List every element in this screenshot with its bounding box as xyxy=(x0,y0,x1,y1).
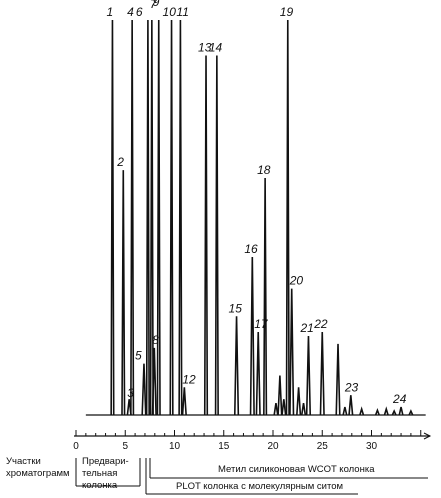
minor-peak-3 xyxy=(281,399,287,416)
wcot-label: Метил силиконовая WCOT колонка xyxy=(218,464,375,475)
minor-peak-1 xyxy=(273,403,279,416)
peak-label-8: 8 xyxy=(152,333,159,347)
peak-label-9: 9 xyxy=(153,0,160,9)
peak-24 xyxy=(398,406,404,416)
minor-peak-5 xyxy=(300,403,307,416)
time-axis-tick-label: 10 xyxy=(169,441,181,452)
time-axis-tick-label: 5 xyxy=(122,441,128,452)
peak-21 xyxy=(305,335,312,416)
peak-label-21: 21 xyxy=(299,321,313,335)
peak-label-22: 22 xyxy=(313,317,328,331)
peak-1 xyxy=(110,19,115,416)
precolumn-label-line3: колонка xyxy=(82,480,118,491)
peak-label-24: 24 xyxy=(392,392,407,406)
time-axis-tick-label: 0 xyxy=(73,441,79,452)
minor-peak-12 xyxy=(408,409,414,416)
time-axis-tick-label: 20 xyxy=(267,441,279,452)
peak-label-17: 17 xyxy=(254,317,269,331)
minor-peak-8 xyxy=(359,406,365,416)
peak-label-18: 18 xyxy=(257,163,271,177)
time-axis-tick-label: 15 xyxy=(218,441,230,452)
peak-13 xyxy=(203,55,209,416)
peak-label-4: 4 xyxy=(127,5,134,19)
minor-peak-2 xyxy=(277,375,283,416)
peak-label-20: 20 xyxy=(289,274,304,288)
time-axis-arrow xyxy=(423,432,432,440)
precolumn-label: Предвари- тельная колонка xyxy=(82,456,131,491)
precolumn-label-line1: Предвари- xyxy=(82,456,129,467)
chromatogram-trace xyxy=(85,19,426,416)
time-axis: 0 5 10 15 20 25 30 xyxy=(73,430,432,452)
peak-11 xyxy=(178,19,183,416)
minor-peak-4 xyxy=(296,387,302,416)
peak-label-2: 2 xyxy=(116,155,124,169)
peak-label-13: 13 xyxy=(198,41,212,55)
peak-label-14: 14 xyxy=(209,41,223,55)
peak-22 xyxy=(319,332,325,416)
peak-15 xyxy=(233,316,240,416)
peak-8 xyxy=(151,347,157,416)
peak-label-10: 10 xyxy=(163,5,177,19)
minor-peak-7 xyxy=(342,406,348,416)
sections-row-title-line2: хроматограмм xyxy=(6,468,70,479)
minor-peak-9 xyxy=(374,407,380,416)
peak-7 xyxy=(149,19,154,416)
peak-label-16: 16 xyxy=(244,242,258,256)
peak-5 xyxy=(141,363,147,416)
peak-9 xyxy=(156,19,161,416)
minor-peak-10 xyxy=(383,406,389,416)
peak-label-12: 12 xyxy=(182,372,196,386)
chromatogram-sections: Участки хроматограмм Предвари- тельная к… xyxy=(6,456,428,495)
peak-20 xyxy=(289,288,295,416)
peak-label-7: 7 xyxy=(150,0,158,11)
peak-14 xyxy=(214,55,219,416)
peak-17 xyxy=(255,332,261,416)
peak-10 xyxy=(169,19,174,416)
peak-label-6: 6 xyxy=(136,5,143,19)
peak-label-11: 11 xyxy=(176,5,188,19)
peak-label-19: 19 xyxy=(280,5,294,19)
peak-label-15: 15 xyxy=(229,301,243,315)
minor-peak-6 xyxy=(335,343,341,416)
peak-19 xyxy=(285,19,290,416)
peak-18 xyxy=(263,177,268,416)
peak-6 xyxy=(145,19,150,416)
sections-row-title-line1: Участки xyxy=(6,456,41,467)
peak-2 xyxy=(121,170,126,416)
peak-12 xyxy=(181,387,187,416)
peak-label-5: 5 xyxy=(135,349,142,363)
time-axis-ticks: 0 5 10 15 20 25 30 xyxy=(73,430,432,452)
peak-label-3: 3 xyxy=(127,386,134,400)
peak-label-23: 23 xyxy=(344,380,359,394)
peak-16 xyxy=(249,256,255,416)
sections-row-title: Участки хроматограмм xyxy=(6,456,70,479)
minor-peak-11 xyxy=(391,409,397,416)
peak-23 xyxy=(348,395,354,416)
precolumn-label-line2: тельная xyxy=(82,468,117,479)
peak-4 xyxy=(130,19,135,416)
time-axis-tick-label: 25 xyxy=(317,441,329,452)
peak-label-1: 1 xyxy=(106,5,113,19)
time-axis-tick-label: 30 xyxy=(366,441,378,452)
plot-label: PLOT колонка с молекулярным ситом xyxy=(176,481,343,492)
